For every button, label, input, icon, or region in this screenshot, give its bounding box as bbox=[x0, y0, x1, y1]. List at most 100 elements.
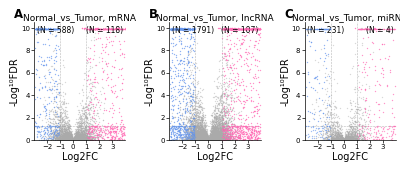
Point bbox=[212, 138, 218, 140]
Point bbox=[194, 127, 200, 130]
Point bbox=[204, 138, 210, 141]
Point bbox=[56, 132, 62, 135]
Point bbox=[198, 138, 204, 141]
Point bbox=[70, 139, 76, 141]
Point bbox=[326, 134, 333, 137]
Point bbox=[178, 27, 185, 30]
Point bbox=[199, 136, 206, 139]
Point bbox=[350, 135, 357, 138]
Point bbox=[206, 139, 212, 141]
Point bbox=[84, 135, 90, 138]
Point bbox=[341, 138, 348, 141]
Point bbox=[219, 138, 226, 141]
Point bbox=[194, 139, 200, 141]
Point bbox=[229, 108, 236, 111]
Point bbox=[203, 138, 209, 141]
Point bbox=[326, 139, 332, 141]
Point bbox=[191, 138, 197, 141]
Point bbox=[236, 134, 243, 136]
Point bbox=[59, 138, 65, 141]
Point bbox=[216, 130, 222, 133]
Point bbox=[205, 138, 211, 141]
Point bbox=[390, 131, 396, 134]
Point bbox=[74, 139, 80, 141]
Point bbox=[69, 139, 76, 141]
Point bbox=[387, 27, 393, 30]
Point bbox=[187, 134, 194, 137]
Point bbox=[338, 138, 344, 141]
Point bbox=[256, 27, 263, 30]
Point bbox=[222, 136, 229, 138]
Point bbox=[196, 139, 202, 141]
Point bbox=[70, 137, 76, 140]
Point bbox=[76, 132, 82, 135]
Point bbox=[208, 138, 214, 140]
Point bbox=[46, 30, 53, 33]
Point bbox=[171, 27, 177, 30]
Point bbox=[203, 135, 209, 138]
Point bbox=[222, 131, 228, 134]
Point bbox=[120, 27, 126, 30]
Point bbox=[188, 130, 195, 133]
Point bbox=[225, 119, 232, 122]
Point bbox=[178, 87, 184, 90]
Point bbox=[235, 135, 241, 138]
Point bbox=[221, 136, 227, 138]
Point bbox=[66, 134, 73, 136]
Point bbox=[52, 79, 58, 82]
Point bbox=[347, 135, 353, 138]
Point bbox=[203, 138, 210, 140]
Point bbox=[205, 137, 211, 140]
Point bbox=[78, 134, 84, 137]
Point bbox=[219, 122, 225, 125]
Point bbox=[203, 137, 209, 140]
Point bbox=[57, 137, 63, 140]
Point bbox=[74, 136, 80, 139]
Point bbox=[194, 131, 200, 133]
Point bbox=[211, 129, 217, 132]
Point bbox=[386, 27, 393, 30]
Point bbox=[235, 137, 242, 140]
Point bbox=[60, 139, 66, 142]
Point bbox=[64, 136, 70, 139]
Point bbox=[199, 136, 205, 139]
Point bbox=[322, 133, 328, 135]
Point bbox=[43, 126, 49, 129]
Point bbox=[206, 139, 213, 141]
Point bbox=[187, 119, 194, 122]
Point bbox=[74, 137, 80, 140]
Point bbox=[203, 138, 209, 141]
Point bbox=[206, 139, 212, 142]
Point bbox=[204, 138, 210, 141]
Point bbox=[204, 139, 210, 142]
Point bbox=[203, 139, 209, 142]
Point bbox=[193, 139, 200, 141]
Point bbox=[373, 132, 379, 135]
Point bbox=[203, 138, 210, 141]
Point bbox=[195, 139, 202, 141]
Point bbox=[203, 138, 210, 141]
Point bbox=[95, 123, 101, 126]
Point bbox=[60, 124, 66, 127]
Point bbox=[221, 137, 228, 140]
Point bbox=[92, 138, 98, 141]
Point bbox=[222, 138, 228, 141]
Point bbox=[217, 126, 223, 129]
Point bbox=[68, 131, 74, 134]
Point bbox=[181, 125, 187, 128]
Point bbox=[225, 103, 231, 106]
Point bbox=[363, 74, 370, 77]
Point bbox=[184, 27, 190, 30]
Point bbox=[340, 139, 346, 141]
Point bbox=[353, 139, 360, 142]
Point bbox=[222, 129, 229, 131]
Point bbox=[207, 137, 213, 140]
Point bbox=[203, 138, 209, 141]
Point bbox=[207, 137, 214, 140]
Point bbox=[76, 116, 82, 119]
Point bbox=[101, 124, 107, 127]
Point bbox=[215, 116, 221, 119]
Point bbox=[189, 123, 196, 126]
Point bbox=[192, 130, 198, 133]
Point bbox=[41, 104, 48, 107]
